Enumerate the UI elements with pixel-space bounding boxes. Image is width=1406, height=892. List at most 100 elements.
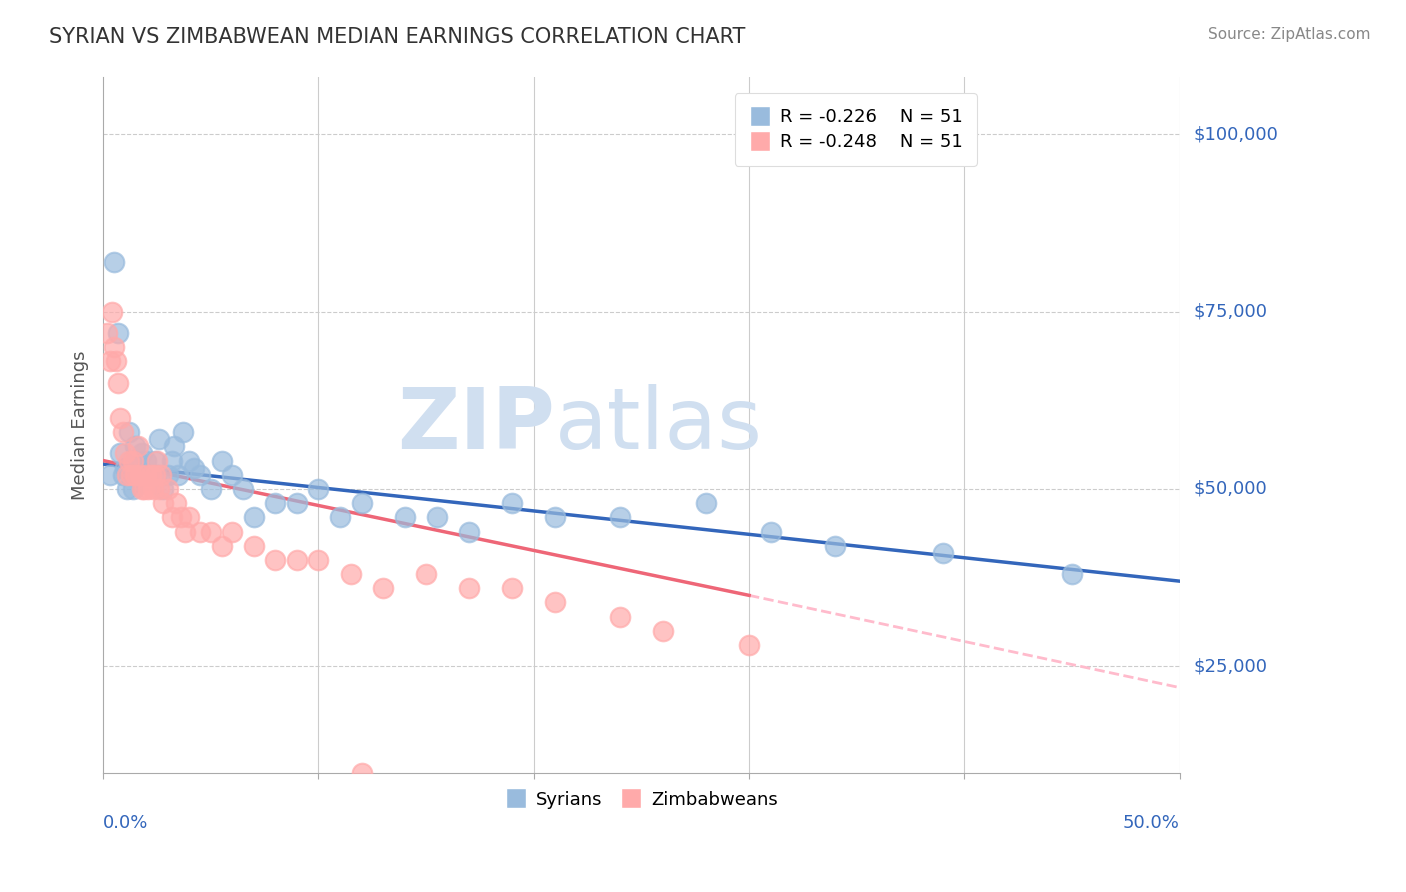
Text: $50,000: $50,000 [1194,480,1267,498]
Point [188,467,211,482]
Point [167,467,190,482]
Point [221,467,243,482]
Point [131,446,153,460]
Point [824,539,846,553]
Point [124,467,146,482]
Text: 50.0%: 50.0% [1123,814,1180,832]
Point [114,460,136,475]
Point [759,524,782,539]
Point [426,510,449,524]
Point [139,467,162,482]
Point [160,510,183,524]
Point [120,467,142,482]
Point [285,553,308,567]
Point [111,425,134,440]
Point [458,524,481,539]
Point [264,553,287,567]
Point [105,354,128,368]
Point [127,453,149,467]
Point [339,567,361,582]
Point [128,460,150,475]
Point [221,524,243,539]
Point [738,638,761,652]
Legend: Syrians, Zimbabweans: Syrians, Zimbabweans [498,783,785,816]
Point [544,595,567,609]
Point [307,482,329,496]
Text: Source: ZipAtlas.com: Source: ZipAtlas.com [1208,27,1371,42]
Point [98,354,121,368]
Point [122,453,145,467]
Point [232,482,254,496]
Point [115,467,138,482]
Point [200,482,222,496]
Point [118,453,141,467]
Point [132,482,155,496]
Point [139,467,162,482]
Point [146,453,169,467]
Text: atlas: atlas [555,384,763,467]
Point [200,524,222,539]
Point [243,539,266,553]
Point [135,453,157,467]
Point [100,304,122,318]
Point [1062,567,1084,582]
Point [148,432,170,446]
Point [111,467,134,482]
Point [179,453,201,467]
Point [211,539,233,553]
Text: ZIP: ZIP [398,384,555,467]
Point [127,439,149,453]
Point [107,326,129,340]
Point [98,467,121,482]
Point [124,439,146,453]
Point [501,581,523,595]
Point [285,496,308,510]
Point [652,624,675,638]
Point [120,467,142,482]
Point [394,510,416,524]
Point [110,411,132,425]
Point [165,496,187,510]
Point [103,255,125,269]
Point [932,546,955,560]
Point [138,482,160,496]
Point [118,425,141,440]
Point [160,453,183,467]
Point [609,510,631,524]
Point [188,524,211,539]
Point [415,567,437,582]
Point [174,524,197,539]
Point [131,482,153,496]
Point [329,510,352,524]
Point [150,467,173,482]
Point [152,482,174,496]
Point [148,482,170,496]
Point [156,467,179,482]
Point [544,510,567,524]
Point [122,482,145,496]
Point [156,482,179,496]
Point [243,510,266,524]
Text: $100,000: $100,000 [1194,125,1278,144]
Point [609,609,631,624]
Point [501,496,523,510]
Point [115,482,138,496]
Point [172,425,194,440]
Text: SYRIAN VS ZIMBABWEAN MEDIAN EARNINGS CORRELATION CHART: SYRIAN VS ZIMBABWEAN MEDIAN EARNINGS COR… [49,27,745,46]
Point [135,467,157,482]
Point [128,467,150,482]
Point [132,467,155,482]
Point [114,446,136,460]
Point [179,510,201,524]
Point [163,439,186,453]
Point [350,496,373,510]
Text: $25,000: $25,000 [1194,657,1268,675]
Point [146,467,169,482]
Point [107,376,129,390]
Point [211,453,233,467]
Point [138,467,160,482]
Point [371,581,394,595]
Point [350,765,373,780]
Point [96,326,118,340]
Text: 0.0%: 0.0% [103,814,149,832]
